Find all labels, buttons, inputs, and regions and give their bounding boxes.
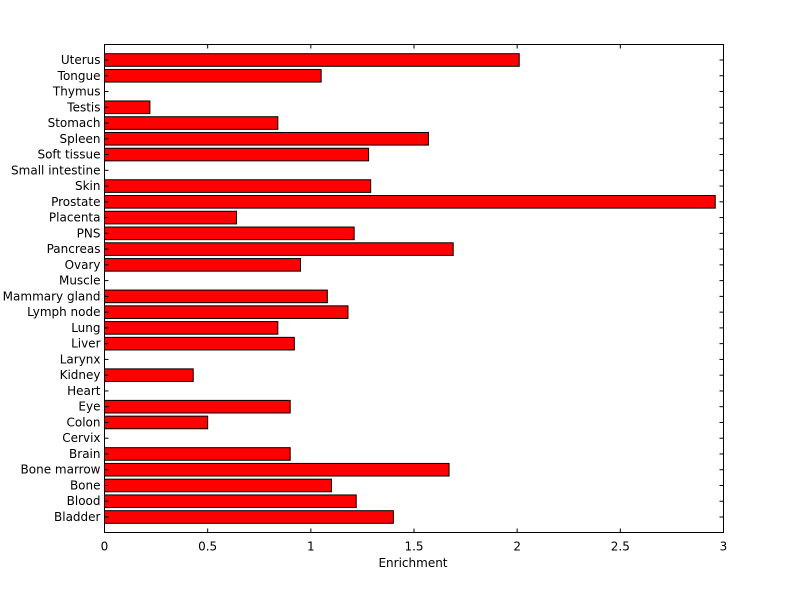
- bars-group: [104, 53, 716, 524]
- bar-bone: [104, 478, 332, 493]
- bar-pancreas: [104, 242, 454, 256]
- bar-spleen: [104, 131, 429, 146]
- y-tick-label: Mammary gland: [3, 289, 101, 303]
- y-tick-label: Bone marrow: [21, 463, 101, 477]
- bar-mammary-gland: [104, 289, 328, 304]
- bar-colon: [104, 415, 209, 430]
- x-tick-label: 3: [720, 540, 728, 554]
- y-tick-label: Larynx: [60, 352, 101, 366]
- y-tick-label: Lymph node: [27, 305, 100, 319]
- y-tick-label: Lung: [71, 321, 100, 335]
- x-axis-label: Enrichment: [378, 556, 447, 570]
- y-tick-label: Cervix: [62, 431, 100, 445]
- bar-kidney: [104, 368, 194, 382]
- y-tick-label: Stomach: [48, 116, 101, 130]
- bar-eye: [104, 399, 291, 414]
- x-tick-label: 2: [513, 540, 521, 554]
- bar-lung: [104, 321, 279, 335]
- x-tick-label: 1: [307, 540, 315, 554]
- y-tick-label: Muscle: [59, 274, 101, 288]
- bar-placenta: [104, 210, 238, 225]
- y-tick-label: Heart: [67, 384, 101, 398]
- y-tick-label: Kidney: [60, 368, 101, 382]
- y-tick-label: Soft tissue: [37, 148, 100, 162]
- y-tick-label: Uterus: [61, 53, 101, 67]
- y-tick-label: Placenta: [49, 211, 101, 225]
- y-tick-label: Spleen: [60, 132, 101, 146]
- x-axis-ticks: 0 0.5 1 1.5 2 2.5 3: [101, 44, 728, 554]
- bar-bone-marrow: [104, 462, 450, 477]
- y-tick-label: Bladder: [54, 510, 101, 524]
- y-tick-label: Eye: [78, 400, 100, 414]
- y-tick-label: Colon: [66, 415, 100, 429]
- x-tick-label: 2.5: [611, 540, 630, 554]
- y-tick-label: Pancreas: [47, 242, 101, 256]
- y-tick-label: Testis: [66, 100, 100, 114]
- bar-brain: [104, 447, 291, 461]
- y-tick-label: Tongue: [57, 69, 101, 83]
- bar-tongue: [104, 68, 322, 83]
- y-tick-label: Small intestine: [11, 163, 100, 177]
- bar-uterus: [104, 53, 520, 67]
- bar-liver: [104, 336, 295, 351]
- bar-blood: [104, 494, 357, 509]
- y-tick-label: Skin: [75, 179, 101, 193]
- bar-lymph-node: [104, 305, 349, 319]
- x-tick-label: 0.5: [198, 540, 217, 554]
- bar-pns: [104, 226, 355, 241]
- y-tick-label: Liver: [71, 337, 101, 351]
- bar-bladder: [104, 510, 394, 524]
- y-tick-label: Bone: [70, 478, 101, 492]
- y-tick-label: Blood: [67, 494, 101, 508]
- bar-prostate: [104, 195, 716, 209]
- y-tick-label: Brain: [69, 447, 100, 461]
- bar-soft-tissue: [104, 147, 370, 162]
- bar-ovary: [104, 258, 302, 272]
- x-tick-label: 0: [101, 540, 109, 554]
- y-tick-label: PNS: [77, 226, 101, 240]
- y-tick-label: Ovary: [65, 258, 101, 272]
- y-tick-label: Thymus: [52, 85, 101, 99]
- bar-skin: [104, 179, 372, 193]
- y-tick-label: Prostate: [51, 195, 100, 209]
- bar-stomach: [104, 116, 279, 130]
- x-tick-label: 1.5: [404, 540, 423, 554]
- bar-testis: [104, 100, 151, 115]
